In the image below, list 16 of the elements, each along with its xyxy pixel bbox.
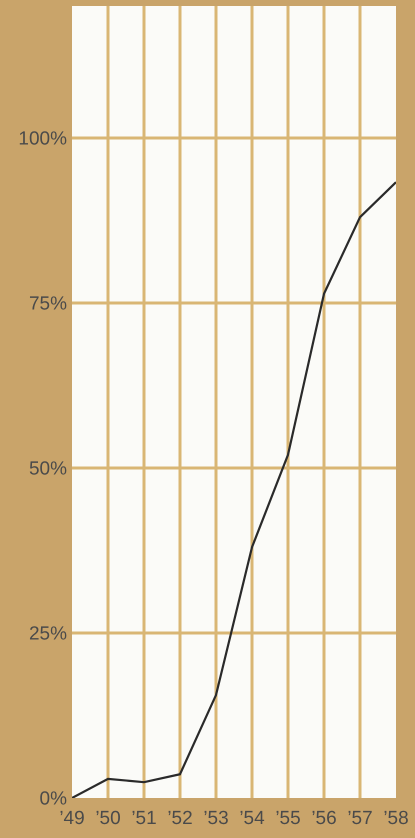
x-tick-label: ’49 — [59, 808, 85, 829]
x-tick-label: ’57 — [347, 808, 373, 829]
x-tick-label: ’56 — [311, 808, 337, 829]
y-tick-label: 50% — [28, 458, 68, 480]
x-tick-label: ’54 — [239, 808, 266, 829]
line-series — [72, 181, 396, 798]
y-tick-label: 100% — [18, 128, 68, 150]
y-tick-label: 0% — [40, 788, 68, 810]
x-tick-label: ’58 — [383, 808, 409, 829]
y-tick-label: 25% — [28, 624, 68, 645]
x-tick-label: ’53 — [203, 808, 229, 829]
x-tick-label: ’51 — [131, 808, 157, 829]
x-tick-label: ’55 — [275, 808, 301, 829]
y-tick-label: 75% — [28, 294, 68, 315]
x-tick-label: ’52 — [167, 808, 193, 829]
x-tick-label: ’50 — [95, 808, 121, 829]
